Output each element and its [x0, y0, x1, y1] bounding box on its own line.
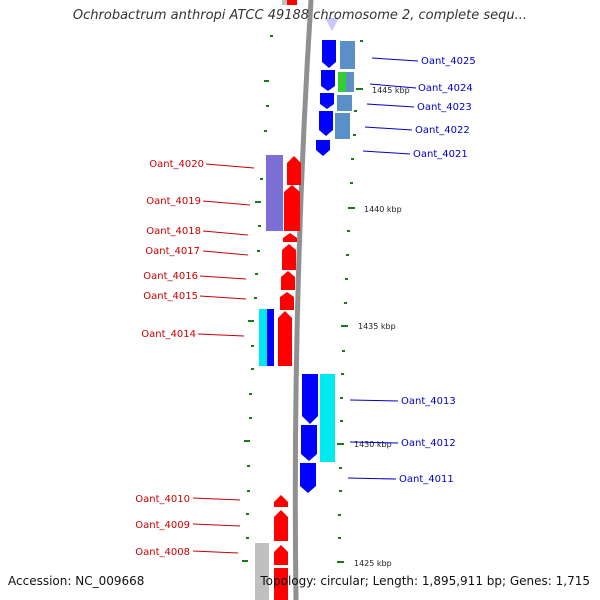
topology-stats: Topology: circular; Length: 1,895,911 bp… — [260, 574, 590, 588]
gene-arrow-oant-4021 — [316, 140, 330, 156]
gene-arrow-oant-4009 — [274, 510, 288, 541]
kbp-label-1425: 1425 kbp — [354, 559, 392, 568]
gene-label-oant-4013[interactable]: Oant_4013 — [401, 396, 456, 407]
tick-ring-left — [242, 35, 273, 562]
gene-arrow-oant-4024 — [321, 70, 335, 91]
left-label-leaders — [192, 163, 255, 554]
gene-arrow-steelblue-3 — [337, 95, 352, 111]
gene-label-oant-4019[interactable]: Oant_4019 — [146, 196, 201, 207]
kbp-label-1445: 1445 kbp — [372, 86, 410, 95]
gene-arrow-oant-4012 — [301, 425, 317, 461]
gene-label-oant-4022[interactable]: Oant_4022 — [415, 125, 470, 136]
gene-arrow-gray-bottom — [255, 543, 269, 600]
chromosome-backbone — [292, 0, 314, 600]
tick-ring-right — [337, 40, 363, 563]
gene-arrow-purple — [266, 155, 283, 231]
gene-arrow-oant-4016 — [281, 271, 295, 290]
gene-arrow-red-top — [287, 0, 297, 5]
gene-arrow-steelblue-2 — [346, 72, 354, 92]
gene-label-oant-4014[interactable]: Oant_4014 — [141, 329, 196, 340]
gene-arrow-oant-4011 — [300, 463, 316, 493]
gene-arrow-oant-4020 — [287, 156, 301, 185]
gene-label-oant-4009[interactable]: Oant_4009 — [135, 520, 190, 531]
gene-arrow-oant-4015 — [280, 292, 294, 310]
gene-arrow-oant-4025 — [322, 40, 336, 68]
gene-arrow-cyan-2 — [320, 374, 335, 462]
gene-arrow-oant-4018 — [283, 233, 297, 242]
gene-label-oant-4016[interactable]: Oant_4016 — [143, 271, 198, 282]
gene-arrow-oant-4022 — [319, 111, 333, 136]
gene-label-oant-4023[interactable]: Oant_4023 — [417, 102, 472, 113]
gene-label-oant-4012[interactable]: Oant_4012 — [401, 438, 456, 449]
gene-arrow-pale-top — [325, 18, 339, 31]
gene-label-oant-4008[interactable]: Oant_4008 — [135, 547, 190, 558]
gene-arrow-cyan-1 — [259, 309, 268, 366]
kbp-label-1440: 1440 kbp — [364, 205, 402, 214]
gene-label-oant-4024[interactable]: Oant_4024 — [418, 83, 473, 94]
gene-arrow-oant-4023 — [320, 93, 334, 109]
gene-arrow-red-bottom — [274, 568, 288, 600]
gene-label-oant-4010[interactable]: Oant_4010 — [135, 494, 190, 505]
kbp-label-1435: 1435 kbp — [358, 322, 396, 331]
gene-arrow-oant-4014 — [278, 311, 292, 366]
gene-arrow-steelblue-1 — [340, 41, 355, 69]
gene-label-oant-4015[interactable]: Oant_4015 — [143, 291, 198, 302]
gene-label-oant-4011[interactable]: Oant_4011 — [399, 474, 454, 485]
gene-arrow-green — [338, 72, 346, 92]
gene-arrow-oant-4017 — [282, 244, 296, 270]
gene-label-oant-4021[interactable]: Oant_4021 — [413, 149, 468, 160]
gene-arrow-oant-4010 — [274, 495, 288, 507]
right-label-leaders — [347, 57, 419, 480]
gene-label-oant-4018[interactable]: Oant_4018 — [146, 226, 201, 237]
gene-label-oant-4020[interactable]: Oant_4020 — [149, 159, 204, 170]
gene-label-oant-4017[interactable]: Oant_4017 — [145, 246, 200, 257]
gene-arrow-oant-4013 — [302, 374, 318, 424]
gene-arrow-blue-side — [267, 309, 274, 366]
gene-arrow-oant-4019 — [284, 185, 300, 231]
page-title: Ochrobactrum anthropi ATCC 49188 chromos… — [72, 8, 528, 23]
gene-label-oant-4025[interactable]: Oant_4025 — [421, 56, 476, 67]
gene-arrow-oant-4008 — [274, 545, 288, 565]
kbp-label-1430: 1430 kbp — [354, 440, 392, 449]
accession-label: Accession: NC_009668 — [8, 574, 145, 588]
gene-arrow-steelblue-4 — [335, 113, 350, 139]
